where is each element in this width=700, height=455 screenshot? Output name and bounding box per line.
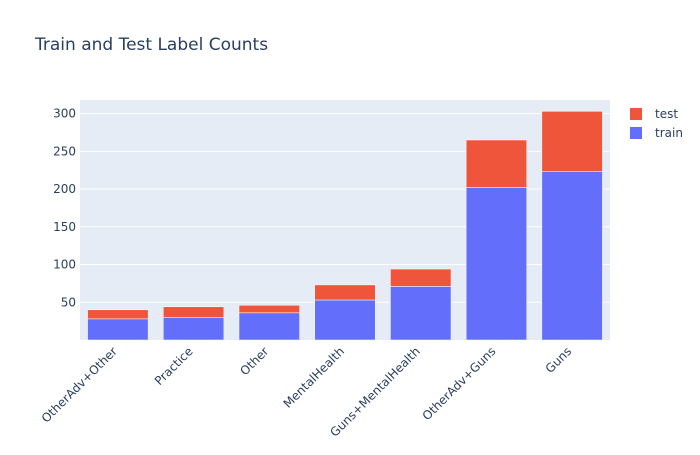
- bar-train[interactable]: [465, 187, 527, 341]
- y-tick-label: 300: [53, 107, 76, 121]
- bar-train[interactable]: [87, 318, 149, 341]
- y-tick-label: 100: [53, 258, 76, 272]
- bar-train[interactable]: [390, 286, 452, 341]
- bar-test[interactable]: [465, 139, 527, 188]
- legend-item-train[interactable]: train: [630, 126, 683, 140]
- legend-item-test[interactable]: test: [630, 107, 678, 121]
- legend-swatch: [630, 108, 642, 120]
- y-tick-label: 250: [53, 144, 76, 158]
- x-tick-label: OtherAdv+Guns: [420, 344, 499, 423]
- bar-train[interactable]: [314, 299, 376, 341]
- x-tick-label: Other: [237, 344, 271, 378]
- bar-test[interactable]: [314, 284, 376, 301]
- y-axis-ticks: 50 100 150 200 250 300: [53, 107, 76, 310]
- bars: [87, 111, 603, 341]
- bar-train[interactable]: [163, 317, 225, 341]
- y-tick-label: 200: [53, 182, 76, 196]
- x-tick-label: MentalHealth: [281, 344, 348, 411]
- legend-label: train: [655, 126, 683, 140]
- x-axis-ticks: OtherAdv+Other Practice Other MentalHealth G…: [39, 344, 575, 439]
- x-tick-label: Guns: [543, 344, 575, 376]
- legend[interactable]: test train: [630, 107, 683, 140]
- bar-train[interactable]: [238, 312, 300, 341]
- bar-test[interactable]: [163, 306, 225, 318]
- bar-test[interactable]: [541, 111, 603, 172]
- x-tick-label: OtherAdv+Other: [39, 344, 120, 425]
- legend-label: test: [655, 107, 678, 121]
- chart-title: Train and Test Label Counts: [34, 35, 268, 55]
- y-tick-label: 150: [53, 220, 76, 234]
- bar-test[interactable]: [87, 309, 149, 320]
- bar-train[interactable]: [541, 171, 603, 341]
- bar-test[interactable]: [238, 305, 300, 314]
- legend-swatch: [630, 127, 642, 139]
- y-tick-label: 50: [61, 295, 76, 309]
- bar-test[interactable]: [390, 268, 452, 287]
- grid-lines: [80, 113, 610, 303]
- x-tick-label: Practice: [152, 344, 196, 388]
